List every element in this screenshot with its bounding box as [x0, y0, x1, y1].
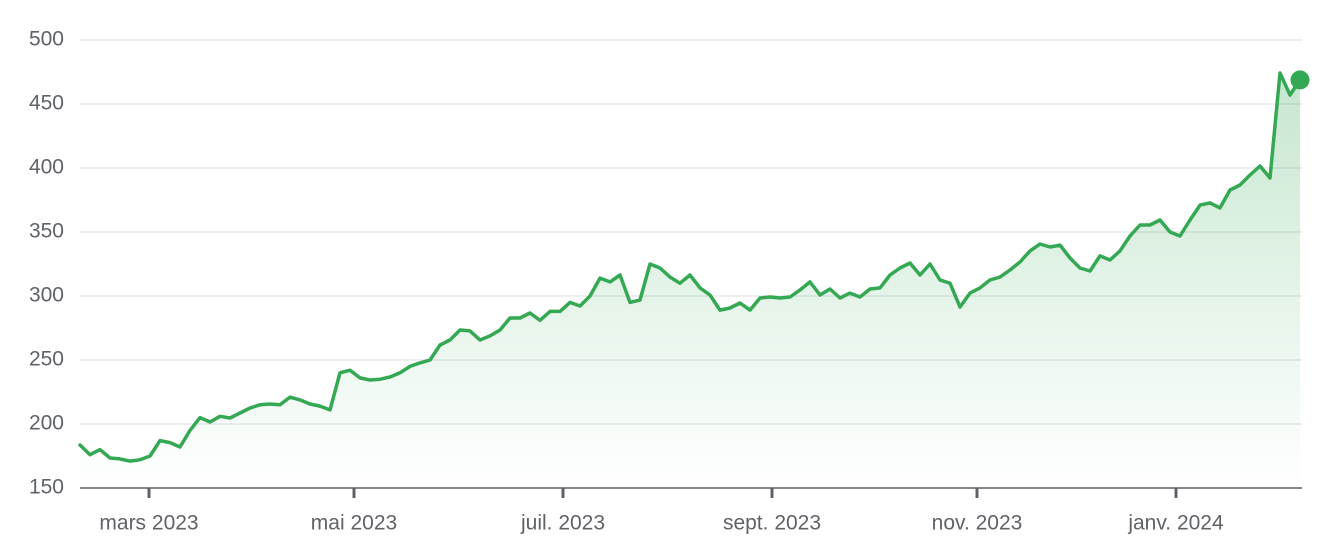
y-tick-label: 500 — [29, 28, 64, 51]
y-tick-label: 400 — [29, 156, 64, 179]
x-tick-label: mars 2023 — [99, 512, 198, 535]
y-tick-label: 200 — [29, 412, 64, 435]
x-tick-label: mai 2023 — [311, 512, 397, 535]
area — [80, 73, 1300, 488]
x-tick-label: nov. 2023 — [932, 512, 1023, 535]
x-tick-label: janv. 2024 — [1127, 512, 1224, 535]
price-line — [78, 71, 1302, 463]
y-tick-label: 150 — [29, 476, 64, 499]
y-tick-label: 300 — [29, 284, 64, 307]
last-point-marker — [1290, 70, 1310, 90]
y-tick-label: 250 — [29, 348, 64, 371]
y-tick-label: 350 — [29, 220, 64, 243]
y-tick-label: 450 — [29, 92, 64, 115]
x-tick-label: juil. 2023 — [520, 512, 605, 535]
x-tick-label: sept. 2023 — [723, 512, 821, 535]
